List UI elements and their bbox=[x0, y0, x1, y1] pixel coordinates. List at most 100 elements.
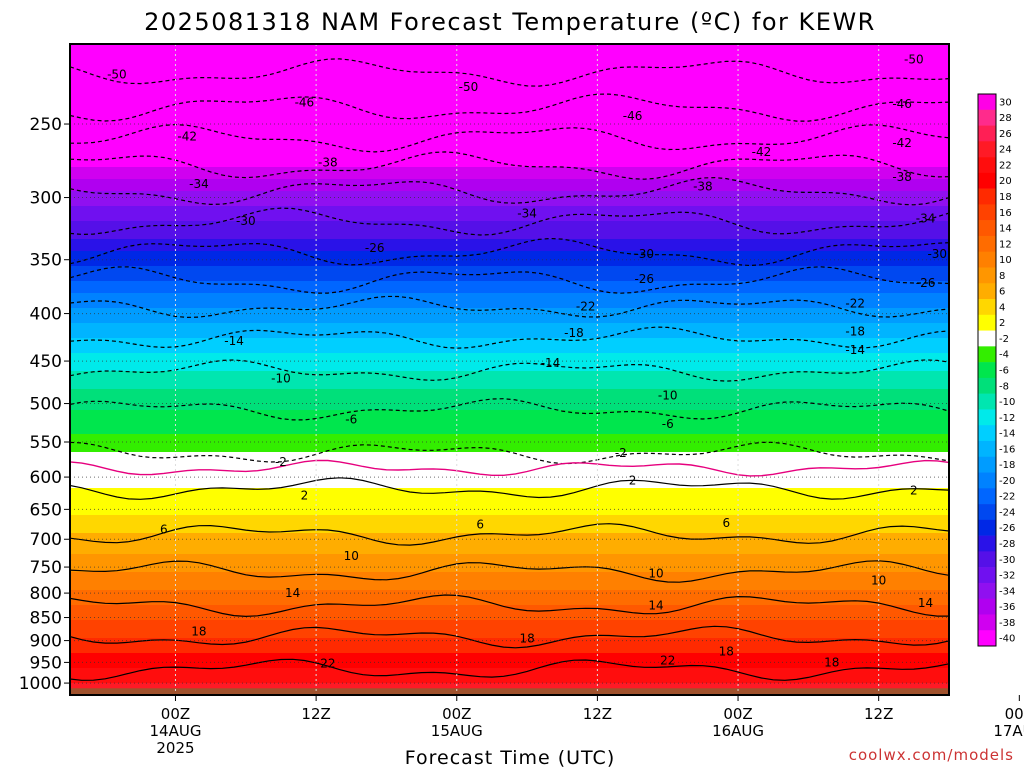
colorbar-label: -6 bbox=[999, 366, 1009, 377]
field-band bbox=[70, 128, 949, 132]
field-band bbox=[70, 410, 949, 414]
colorbar-swatch bbox=[978, 172, 996, 189]
contour-label: -22 bbox=[576, 299, 596, 313]
field-band bbox=[70, 65, 949, 69]
field-band bbox=[70, 224, 949, 228]
field-band bbox=[70, 296, 949, 300]
field-band bbox=[70, 314, 949, 318]
plot-frame bbox=[69, 43, 950, 696]
contour-label: -22 bbox=[845, 296, 865, 310]
contour-label: 2 bbox=[910, 483, 918, 497]
contour-label: -30 bbox=[927, 247, 947, 261]
colorbar-swatch bbox=[978, 582, 996, 599]
field-band bbox=[70, 335, 949, 339]
field-band bbox=[70, 272, 949, 276]
colorbar-swatch bbox=[978, 551, 996, 568]
field-band bbox=[70, 479, 949, 483]
field-band bbox=[70, 212, 949, 216]
colorbar-swatch bbox=[978, 425, 996, 442]
field-band bbox=[70, 545, 949, 549]
contour-label: -38 bbox=[318, 155, 338, 169]
field-band bbox=[70, 158, 949, 162]
x-tick-label: 2025 bbox=[156, 739, 194, 757]
time-axis: 00Z14AUG202512Z00Z15AUG12Z00Z16AUG12Z00Z… bbox=[150, 695, 1024, 757]
field-band bbox=[70, 173, 949, 177]
x-tick-label: 12Z bbox=[583, 705, 612, 723]
field-band bbox=[70, 113, 949, 117]
field-band bbox=[70, 482, 949, 486]
isotherm--6 bbox=[70, 398, 949, 421]
field-band bbox=[70, 203, 949, 207]
colorbar-swatch bbox=[978, 488, 996, 505]
field-band bbox=[70, 98, 949, 102]
y-tick-label: 600 bbox=[30, 468, 62, 488]
field-band bbox=[70, 215, 949, 219]
x-tick-label: 15AUG bbox=[431, 722, 483, 740]
x-axis-label: Forecast Time (UTC) bbox=[405, 747, 615, 768]
field-band bbox=[70, 617, 949, 621]
field-band bbox=[70, 122, 949, 126]
field-band bbox=[70, 383, 949, 387]
isotherm--50 bbox=[70, 58, 949, 87]
y-tick-label: 900 bbox=[30, 632, 62, 652]
field-band bbox=[70, 434, 949, 438]
contour-label: -38 bbox=[892, 170, 912, 184]
field-band bbox=[70, 524, 949, 528]
colorbar-label: 22 bbox=[999, 160, 1012, 171]
colorbar-swatch bbox=[978, 504, 996, 521]
isotherm--30 bbox=[70, 207, 949, 236]
colorbar-label: 10 bbox=[999, 255, 1012, 266]
colorbar-label: -22 bbox=[999, 492, 1015, 503]
x-tick-label: 12Z bbox=[301, 705, 330, 723]
field-band bbox=[70, 140, 949, 144]
contour-label: 10 bbox=[871, 573, 886, 587]
field-band bbox=[70, 155, 949, 159]
field-band bbox=[70, 596, 949, 600]
field-band bbox=[70, 368, 949, 372]
y-tick-label: 550 bbox=[30, 433, 62, 453]
colorbar-swatch bbox=[978, 314, 996, 331]
colorbar-label: -16 bbox=[999, 444, 1015, 455]
isotherm-10 bbox=[70, 560, 949, 583]
colorbar-label: -4 bbox=[999, 350, 1009, 361]
field-band bbox=[70, 623, 949, 627]
contour-label: -34 bbox=[189, 177, 209, 191]
field-band bbox=[70, 200, 949, 204]
field-band bbox=[70, 680, 949, 684]
isotherm--34 bbox=[70, 176, 949, 206]
x-tick-label: 16AUG bbox=[712, 722, 764, 740]
field-band bbox=[70, 167, 949, 171]
contour-label: -2 bbox=[615, 446, 627, 460]
field-band bbox=[70, 566, 949, 570]
field-band bbox=[70, 668, 949, 672]
colorbar-swatch bbox=[978, 94, 996, 111]
isotherm--26 bbox=[70, 237, 949, 267]
isotherm--22 bbox=[70, 266, 949, 294]
field-band bbox=[70, 464, 949, 468]
colorbar-label: 28 bbox=[999, 113, 1012, 124]
field-band bbox=[70, 89, 949, 93]
field-band bbox=[70, 116, 949, 120]
field-band bbox=[70, 476, 949, 480]
field-band bbox=[70, 653, 949, 657]
field-band bbox=[70, 56, 949, 60]
colorbar-swatch bbox=[978, 157, 996, 174]
ground-surface bbox=[70, 688, 949, 695]
field-band bbox=[70, 659, 949, 663]
field-band bbox=[70, 347, 949, 351]
field-band bbox=[70, 68, 949, 72]
contour-label: -46 bbox=[892, 97, 912, 111]
pressure-axis: 250 300 350 400 450 500 550 600 650 700 750 800 850 9… bbox=[19, 115, 70, 694]
isotherm-6 bbox=[70, 523, 949, 546]
field-band bbox=[70, 407, 949, 411]
field-band bbox=[70, 551, 949, 555]
temperature-colorbar: 30 28 26 24 22 20 18 16 14 12 10 8 6 4 2 -2 -4 -6 -8 -10 -12… bbox=[977, 93, 1015, 647]
field-band bbox=[70, 305, 949, 309]
field-band bbox=[70, 371, 949, 375]
field-band bbox=[70, 62, 949, 66]
field-band bbox=[70, 578, 949, 582]
isotherm--38 bbox=[70, 151, 949, 180]
grid-lines bbox=[70, 44, 949, 695]
field-band bbox=[70, 302, 949, 306]
isotherm--14 bbox=[70, 326, 949, 349]
